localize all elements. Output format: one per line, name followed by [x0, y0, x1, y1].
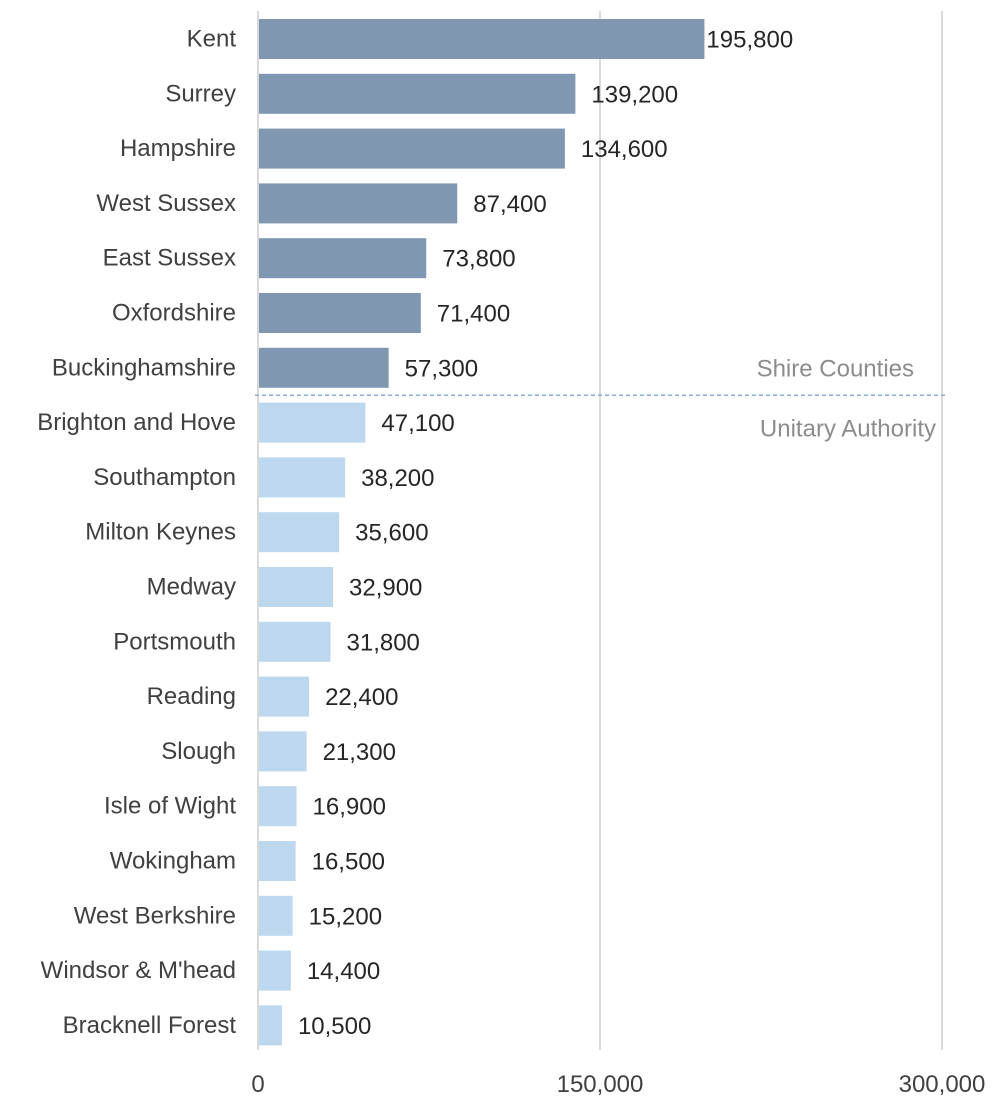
category-labels: Kent Surrey Hampshire West Sussex East Susse… [37, 26, 236, 1039]
x-tick-label: 300,000 [899, 1071, 986, 1098]
bar [259, 347, 389, 388]
value-label: 73,800 [442, 246, 515, 273]
value-label: 14,400 [307, 958, 380, 985]
value-label: 35,600 [355, 520, 428, 547]
value-label: 139,200 [591, 81, 678, 108]
value-label: 32,900 [349, 575, 422, 602]
category-label: Medway [147, 574, 236, 601]
value-label: 195,800 [706, 27, 793, 54]
value-label: 21,300 [323, 739, 396, 766]
category-label: Kent [187, 26, 237, 53]
category-label: Windsor & M'head [41, 957, 236, 984]
bar [259, 238, 427, 279]
x-tick-label: 150,000 [557, 1071, 644, 1098]
x-axis-tick-labels: 0 150,000 300,000 [251, 1071, 985, 1098]
x-tick-label: 0 [251, 1071, 264, 1098]
bar [259, 402, 366, 443]
category-label: Hampshire [120, 135, 236, 162]
value-label: 10,500 [298, 1013, 371, 1040]
category-label: Reading [147, 683, 236, 710]
category-label: Wokingham [110, 848, 236, 875]
bar [259, 293, 421, 333]
bar [259, 841, 296, 881]
category-label: Buckinghamshire [52, 354, 236, 381]
bar [259, 73, 576, 114]
group-label-unitary-authority: Unitary Authority [760, 416, 936, 443]
category-label: Brighton and Hove [37, 409, 236, 436]
category-label: Isle of Wight [104, 793, 236, 820]
bar [259, 731, 307, 772]
category-label: Portsmouth [113, 628, 236, 655]
category-label: Surrey [165, 80, 236, 107]
value-label: 134,600 [581, 136, 668, 163]
bar [259, 457, 346, 498]
bar [259, 786, 297, 827]
value-label: 16,500 [312, 849, 385, 876]
category-label: West Sussex [96, 190, 236, 217]
value-label: 16,900 [313, 794, 386, 821]
value-label: 38,200 [361, 465, 434, 492]
bar [259, 621, 331, 662]
value-label: 71,400 [437, 301, 510, 328]
category-label: West Berkshire [74, 902, 236, 929]
category-label: East Sussex [103, 245, 236, 272]
value-label: 47,100 [381, 410, 454, 437]
value-labels: 195,800 139,200 134,600 87,400 73,800 71,400 5… [298, 27, 793, 1040]
grid-lines [257, 11, 943, 1050]
category-label: Oxfordshire [112, 300, 236, 327]
bar [259, 950, 291, 991]
category-label: Slough [161, 738, 236, 765]
value-label: 87,400 [473, 191, 546, 218]
bar [259, 128, 565, 169]
bar [259, 676, 310, 717]
bar [259, 1005, 282, 1046]
value-label: 57,300 [405, 355, 478, 382]
bar [259, 895, 293, 936]
category-label: Bracknell Forest [63, 1012, 237, 1039]
bars [259, 19, 705, 1046]
bar [259, 19, 705, 59]
bar [259, 567, 334, 607]
bar [259, 183, 458, 224]
category-label: Southampton [93, 464, 236, 491]
category-label: Milton Keynes [85, 519, 236, 546]
value-label: 31,800 [347, 629, 420, 656]
bar [259, 512, 340, 553]
value-label: 22,400 [325, 684, 398, 711]
value-label: 15,200 [309, 903, 382, 930]
group-label-shire-counties: Shire Counties [757, 356, 914, 383]
